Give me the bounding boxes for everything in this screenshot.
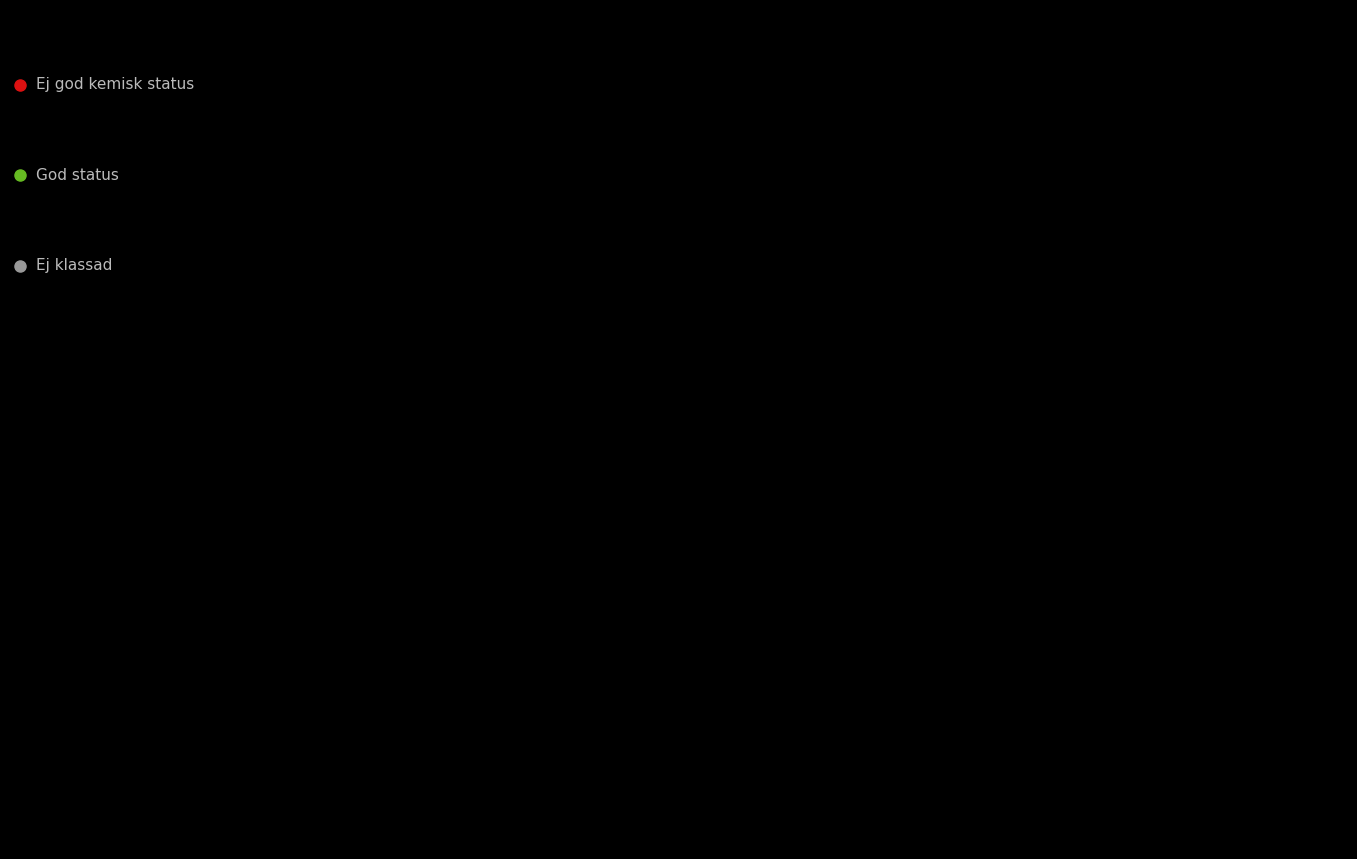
Text: Ej god kemisk status: Ej god kemisk status — [37, 77, 194, 92]
Text: God status: God status — [37, 168, 119, 183]
Text: Ej klassad: Ej klassad — [37, 259, 113, 273]
